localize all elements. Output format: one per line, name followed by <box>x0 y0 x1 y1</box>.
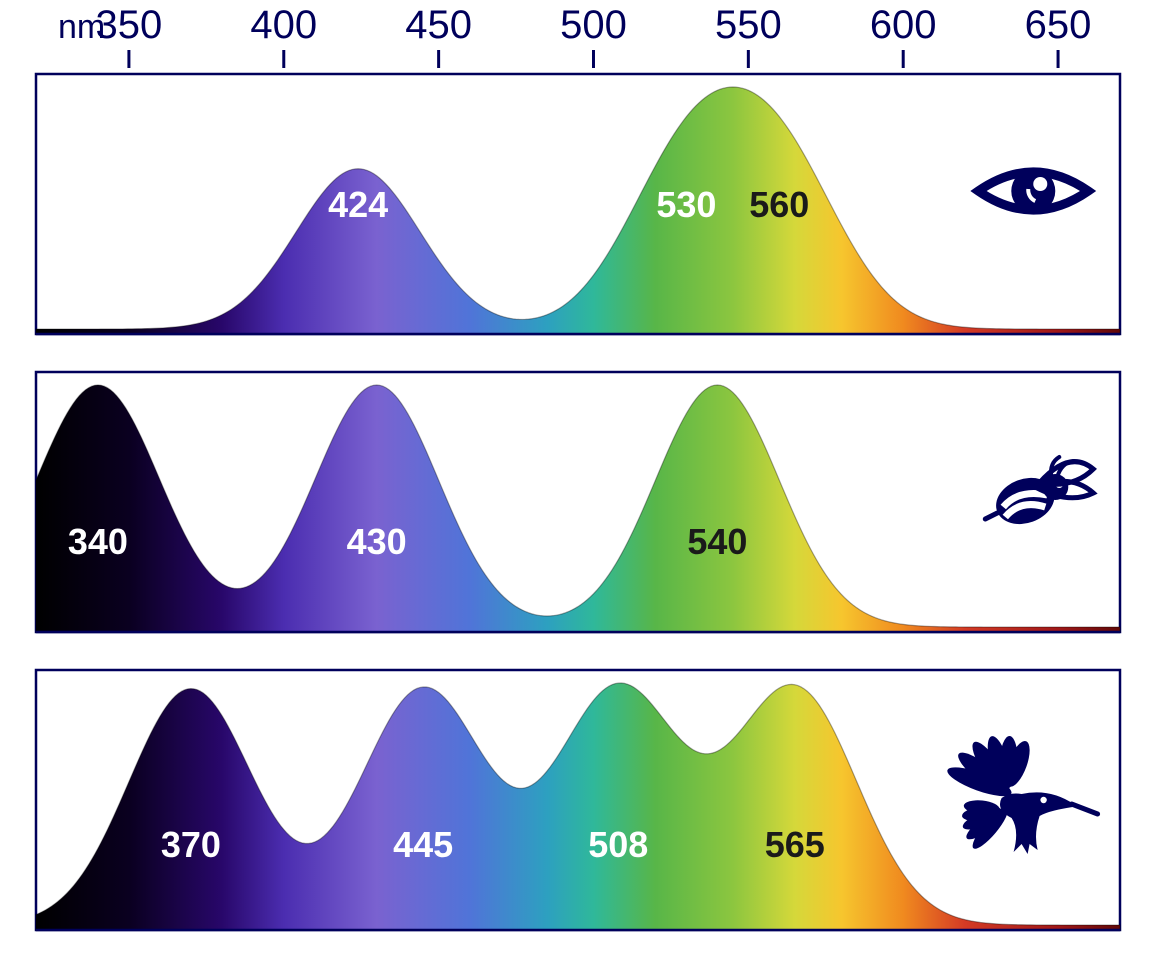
axis-tick-label: 650 <box>1025 3 1092 47</box>
axis-tick-label: 500 <box>560 3 627 47</box>
axis-tick-label: 350 <box>96 3 163 47</box>
spectral-panel: 340 430 540 <box>36 372 1120 632</box>
peak-label: 560 <box>749 184 809 225</box>
peak-label: 508 <box>588 824 648 865</box>
x-axis: nm350400450500550600650 <box>58 3 1091 68</box>
peak-label: 445 <box>393 824 453 865</box>
peak-label: 424 <box>328 184 388 225</box>
peak-label: 370 <box>161 824 221 865</box>
peak-label: 565 <box>765 824 825 865</box>
peak-label: 540 <box>687 521 747 562</box>
spectral-panel: 370 445 508 565 <box>36 670 1120 930</box>
spectral-sensitivity-chart: nm35040045050055060065042453056034043054… <box>0 0 1161 966</box>
peak-label: 530 <box>656 184 716 225</box>
axis-tick-label: 400 <box>250 3 317 47</box>
peak-label: 430 <box>347 521 407 562</box>
spectral-panel: 424 530 560 <box>36 74 1120 334</box>
axis-tick-label: 450 <box>405 3 472 47</box>
axis-tick-label: 550 <box>715 3 782 47</box>
axis-tick-label: 600 <box>870 3 937 47</box>
peak-label: 340 <box>68 521 128 562</box>
